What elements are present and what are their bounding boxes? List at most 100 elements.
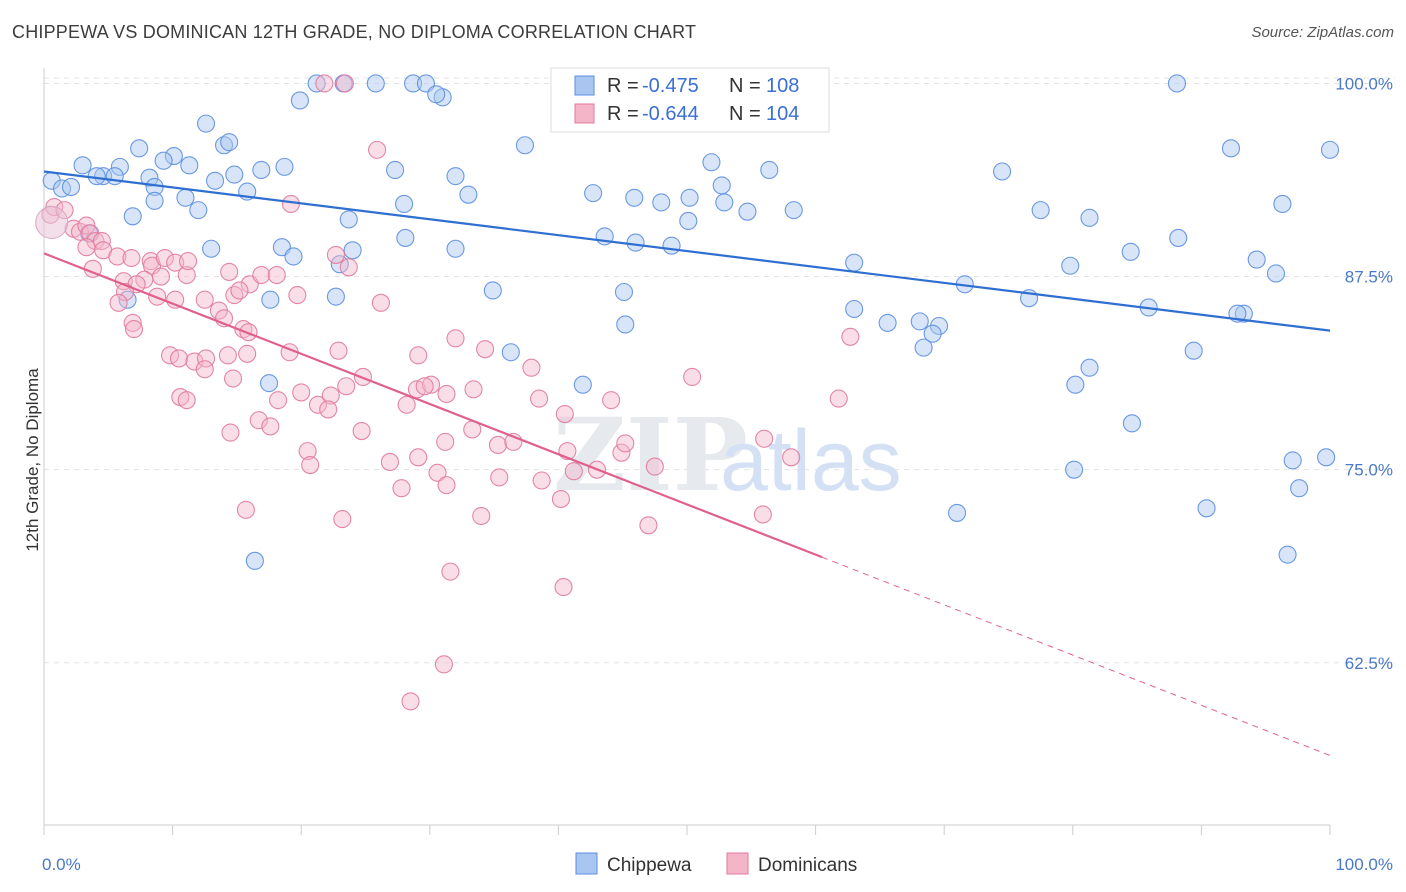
y-axis-label: 12th Grade, No Diploma <box>23 368 42 552</box>
dominicans-point <box>288 286 307 305</box>
chippewa-point <box>205 171 225 190</box>
chippewa-point <box>61 177 81 197</box>
chippewa-point <box>1061 256 1080 275</box>
chippewa-point <box>87 167 106 186</box>
chippewa-point <box>662 236 681 255</box>
dominicans-trend-extension <box>821 556 1331 756</box>
dominicans-point <box>301 455 320 475</box>
watermark: ZIP atlas <box>553 396 902 514</box>
dominicans-point <box>177 391 196 410</box>
dominicans-point <box>428 463 447 482</box>
dominicans-point <box>683 367 702 387</box>
trend-lines <box>43 170 1331 756</box>
dominicans-point <box>645 457 664 476</box>
chippewa-point <box>404 74 423 93</box>
dominicans-point <box>220 262 239 281</box>
chippewa-point <box>130 139 149 158</box>
chippewa-point <box>712 176 731 195</box>
dominicans-point <box>422 375 441 394</box>
bottom-legend-swatch-chippewa <box>575 852 598 875</box>
bottom-legend-swatch-dominicans <box>726 852 749 875</box>
y-tick-label: 75.0% <box>1345 461 1393 480</box>
chippewa-point <box>1184 341 1203 360</box>
dominicans-point <box>368 140 387 159</box>
y-tick-labels: 100.0% 87.5% 75.0% 62.5% <box>1335 74 1393 672</box>
dominicans-point <box>352 422 371 441</box>
chippewa-point <box>252 160 271 180</box>
chippewa-point <box>1066 375 1085 394</box>
dominicans-point <box>169 349 189 368</box>
chippewa-point <box>176 188 195 207</box>
chippewa-point <box>145 191 164 210</box>
dominicans-point <box>281 194 300 214</box>
dominicans-point <box>223 369 243 388</box>
chippewa-point <box>245 551 264 570</box>
chippewa-point <box>307 74 326 93</box>
dominicans-point <box>308 395 327 414</box>
chippewa-point <box>196 114 216 133</box>
chippewa-point <box>616 315 635 334</box>
dominicans-point <box>292 383 311 402</box>
chippewa-point <box>1278 545 1297 564</box>
dominicans-point <box>476 340 495 359</box>
dominicans-point <box>530 389 549 408</box>
chippewa-point <box>225 165 244 184</box>
dominicans-points <box>35 74 860 711</box>
y-tick-label: 100.0% <box>1335 74 1393 93</box>
chippewa-point <box>1317 448 1336 467</box>
dominicans-point <box>415 377 434 396</box>
chippewa-point <box>1065 460 1084 479</box>
dominicans-point <box>401 692 420 711</box>
dominicans-point <box>321 386 340 405</box>
chippewa-point <box>202 239 221 258</box>
dominicans-point <box>409 448 428 467</box>
chippewa-point <box>573 375 592 394</box>
dominicans-point <box>554 578 573 597</box>
chippewa-point <box>1273 194 1292 214</box>
dominicans-point <box>298 442 317 461</box>
dominicans-point <box>602 391 621 410</box>
chippewa-point <box>878 313 897 332</box>
chart-title: CHIPPEWA VS DOMINICAN 12TH GRADE, NO DIP… <box>12 22 697 42</box>
chippewa-point <box>326 287 345 306</box>
x-tick-labels: 0.0% 100.0% <box>42 855 1393 874</box>
legend-r-label-dominicans: R = <box>607 103 639 125</box>
chippewa-point <box>1031 201 1050 220</box>
dominicans-point <box>124 320 144 339</box>
chippewa-point <box>427 85 446 104</box>
dominicans-point <box>123 313 142 332</box>
dominicans-point <box>841 327 860 346</box>
legend-swatch-chippewa <box>574 75 595 96</box>
chippewa-point <box>459 185 478 204</box>
dominicans-point <box>446 329 465 348</box>
dominicans-point <box>267 265 286 285</box>
watermark-atlas: atlas <box>720 413 902 509</box>
chippewa-point <box>584 184 603 203</box>
legend-swatch-dominicans <box>574 103 595 124</box>
chippewa-point <box>189 201 208 220</box>
chippewa-point <box>760 160 779 180</box>
chippewa-point <box>396 228 415 247</box>
legend-r-value-dominicans: -0.644 <box>642 103 699 125</box>
dominicans-point <box>92 231 111 251</box>
chippewa-point <box>1266 264 1286 283</box>
dominicans-point <box>269 391 288 410</box>
chippewa-point <box>1169 228 1188 247</box>
chippewa-point <box>1122 414 1142 433</box>
chippewa-point <box>626 233 645 252</box>
dominicans-point <box>315 74 334 93</box>
dominicans-point <box>437 476 456 495</box>
chippewa-point <box>614 282 634 302</box>
dominicans-point <box>397 395 416 414</box>
x-tick-label: 100.0% <box>1335 855 1393 874</box>
chippewa-point <box>1290 479 1309 498</box>
dominicans-point <box>329 341 348 360</box>
chippewa-point <box>290 91 309 110</box>
dominicans-point <box>230 281 249 300</box>
dominicans-point <box>555 405 574 424</box>
overlap-point <box>35 205 69 239</box>
chippewa-point <box>738 202 757 221</box>
chippewa-point <box>1121 242 1140 261</box>
chippewa-point <box>515 136 535 155</box>
chippewa-point <box>1197 499 1216 518</box>
